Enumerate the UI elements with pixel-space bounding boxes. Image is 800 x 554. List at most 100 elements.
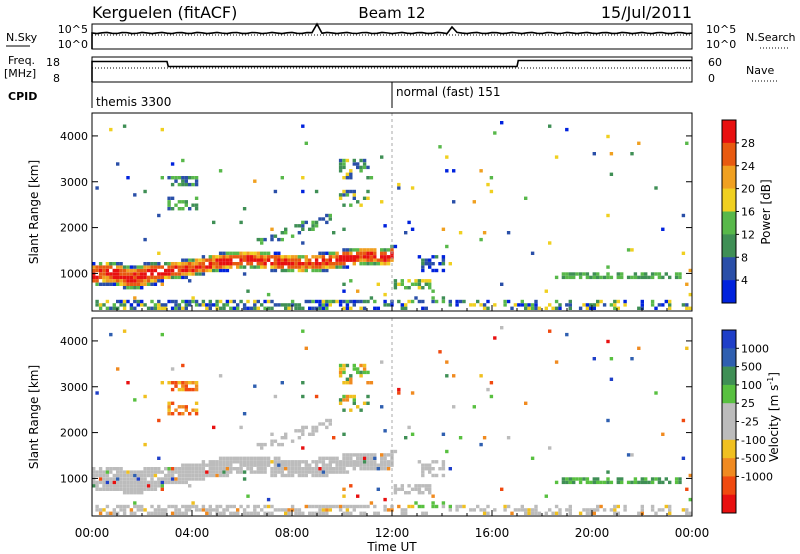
power-cell: [668, 303, 672, 307]
velocity-cell: [150, 504, 154, 509]
velocity-cell: [345, 511, 350, 515]
velocity-cell: [620, 477, 624, 481]
power-cell: [304, 258, 308, 262]
power-cell: [225, 262, 230, 266]
velocity-cell: [616, 511, 620, 515]
power-cell: [181, 158, 185, 163]
power-cell: [335, 258, 339, 262]
velocity-cell: [157, 480, 161, 485]
velocity-cell: [352, 363, 356, 368]
velocity-cell: [311, 467, 315, 471]
power-cell: [129, 279, 134, 283]
velocity-cell: [349, 394, 353, 399]
velocity-cell: [589, 511, 593, 515]
velocity-cell: [177, 412, 182, 416]
velocity-cell: [201, 473, 206, 478]
velocity-cell: [294, 429, 298, 433]
velocity-ylabel: Slant Range [km]: [27, 365, 41, 469]
velocity-cell: [119, 477, 123, 481]
velocity-cell: [116, 473, 120, 478]
velocity-cell: [366, 456, 370, 460]
velocity-cell: [170, 467, 175, 471]
velocity-cell: [266, 497, 271, 502]
power-cell: [167, 196, 171, 200]
power-cell: [290, 303, 295, 307]
power-cell: [102, 303, 106, 307]
velocity-cell: [308, 470, 312, 474]
velocity-cell: [229, 456, 233, 460]
power-cell: [369, 255, 374, 259]
power-cell: [345, 193, 350, 197]
velocity-cell: [98, 467, 103, 471]
power-cell: [554, 299, 559, 304]
power-cell: [311, 306, 315, 310]
power-cell: [338, 303, 343, 307]
power-cell: [304, 262, 308, 266]
power-cell: [280, 231, 284, 235]
power-cell: [136, 286, 140, 290]
velocity-cell: [352, 508, 356, 512]
power-cell: [301, 224, 305, 228]
power-cell: [122, 265, 127, 269]
power-cell: [376, 282, 380, 286]
velocity-cell: [191, 408, 195, 412]
power-cell: [308, 299, 312, 304]
power-cell: [345, 265, 350, 269]
velocity-cell: [280, 463, 284, 467]
velocity-cell: [373, 467, 377, 471]
power-cell: [342, 299, 346, 304]
power-cell: [150, 268, 154, 273]
power-cell: [184, 200, 188, 204]
velocity-cell: [177, 467, 182, 471]
power-cell: [609, 172, 614, 176]
power-cell: [218, 169, 223, 173]
velocity-cell: [133, 491, 137, 495]
velocity-cell: [349, 511, 353, 515]
velocity-cell: [260, 508, 264, 512]
velocity-cell: [380, 456, 384, 460]
nave-label: Nave: [746, 64, 774, 77]
power-cell: [98, 303, 103, 307]
velocity-cell: [356, 504, 360, 509]
velocity-cell: [116, 484, 120, 488]
power-cell: [650, 303, 655, 307]
velocity-cell: [218, 504, 223, 509]
power-cell: [284, 231, 288, 235]
power-cell: [170, 196, 175, 200]
velocity-cell: [109, 480, 113, 485]
velocity-cell: [657, 508, 662, 512]
power-cell: [325, 268, 329, 273]
velocity-cell: [688, 473, 692, 478]
power-cell: [301, 262, 305, 266]
power-colorbar-tick-label: 28: [741, 137, 755, 150]
power-cell: [236, 265, 240, 269]
velocity-cell: [290, 439, 295, 443]
power-cell: [338, 265, 343, 269]
power-cell: [524, 303, 528, 307]
velocity-cell: [143, 467, 147, 471]
velocity-cell: [321, 460, 326, 464]
power-cell: [500, 121, 504, 125]
power-cell: [205, 306, 209, 310]
power-cell: [136, 272, 140, 276]
velocity-colorbar-label-sup: -1: [766, 377, 775, 385]
velocity-cell: [424, 467, 428, 471]
velocity-cell: [352, 398, 356, 402]
velocity-cell: [129, 473, 134, 478]
velocity-cell: [685, 346, 689, 350]
velocity-cell: [448, 504, 452, 509]
power-cell: [417, 286, 422, 290]
power-cell: [184, 262, 188, 266]
power-cell: [167, 299, 171, 304]
velocity-cell: [565, 480, 569, 485]
velocity-cell: [260, 470, 264, 474]
velocity-cell: [253, 460, 257, 464]
power-cell: [294, 255, 298, 259]
power-cell: [438, 145, 442, 149]
power-cell: [421, 268, 425, 273]
power-cell: [321, 265, 326, 269]
velocity-cell: [92, 480, 96, 485]
power-cell: [380, 258, 384, 262]
power-cell: [188, 176, 192, 180]
velocity-cell: [620, 480, 624, 485]
